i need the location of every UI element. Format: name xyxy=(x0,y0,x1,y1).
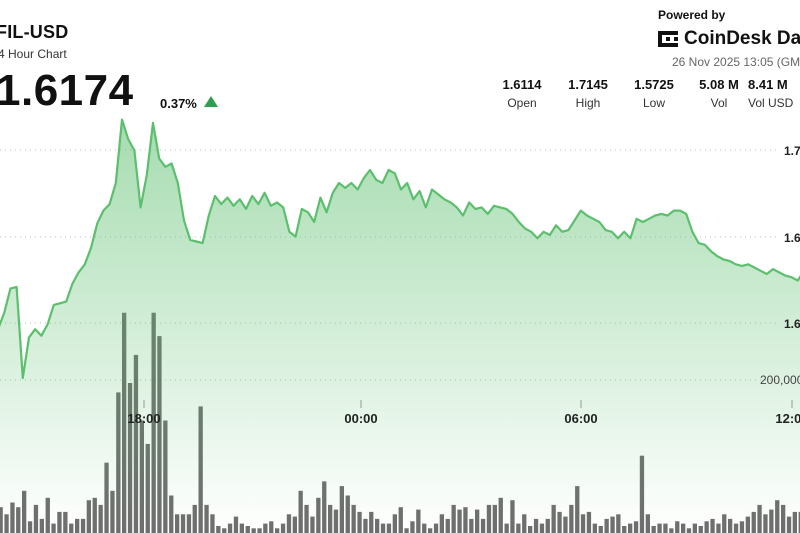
stat-low-value: 1.5725 xyxy=(634,77,674,92)
current-price: 1.6174 xyxy=(0,66,134,115)
timestamp: 26 Nov 2025 13:05 (GMT) xyxy=(672,55,800,69)
stat-high-value: 1.7145 xyxy=(568,77,608,92)
stat-open-label: Open xyxy=(507,96,537,110)
stat-vol: 5.08 M Vol xyxy=(684,77,754,110)
stat-vol-usd-label: Vol USD xyxy=(748,96,794,110)
x-tick-label: 06:00 xyxy=(564,411,597,426)
up-arrow-icon xyxy=(204,96,218,107)
coindesk-logo: CoinDesk Data xyxy=(658,28,800,50)
stat-open: 1.6114 Open xyxy=(487,77,557,110)
x-axis-labels: 18:00 00:00 06:00 12:00 xyxy=(127,400,800,426)
stat-low: 1.5725 Low xyxy=(619,77,689,110)
y-tick-label: 1.7 xyxy=(784,144,800,158)
stat-low-label: Low xyxy=(642,96,665,110)
price-line xyxy=(0,118,800,380)
chart-subtitle: 4 Hour Chart xyxy=(0,47,67,61)
stat-high: 1.7145 High xyxy=(553,77,623,110)
y-axis-labels: 1.7 1.6 1.6 200,000 xyxy=(760,144,800,387)
x-tick-label: 00:00 xyxy=(344,411,377,426)
stat-open-value: 1.6114 xyxy=(502,77,542,92)
powered-by-label: Powered by xyxy=(658,8,726,22)
stat-vol-usd-value: 8.41 M xyxy=(748,77,788,92)
volume-tick-label: 200,000 xyxy=(760,373,800,387)
stat-vol-label: Vol xyxy=(710,96,728,110)
stat-vol-value: 5.08 M xyxy=(699,77,739,92)
y-tick-label: 1.6 xyxy=(784,317,800,331)
x-tick-label: 12:00 xyxy=(775,411,800,426)
pair-title: FIL-USD xyxy=(0,22,69,42)
y-tick-label: 1.6 xyxy=(784,231,800,245)
price-change: 0.37% xyxy=(160,96,197,111)
stat-vol-usd: 8.41 M Vol USD xyxy=(748,77,800,110)
brand-name: CoinDesk Data xyxy=(684,28,800,49)
coindesk-logo-icon xyxy=(658,29,678,49)
stat-high-label: High xyxy=(575,96,601,110)
x-tick-label: 18:00 xyxy=(127,411,160,426)
price-area xyxy=(0,119,800,533)
